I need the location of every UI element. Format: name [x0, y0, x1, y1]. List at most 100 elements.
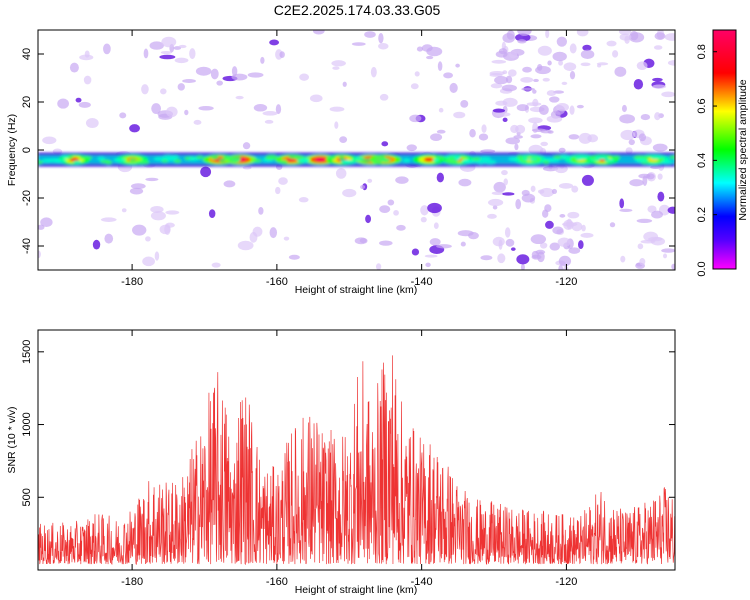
spectrogram-cell [640, 114, 651, 121]
spectrogram-cell [621, 104, 627, 113]
spectrogram-cell [436, 172, 445, 183]
spectrogram-cell [252, 226, 263, 237]
spectrogram-panel: -180 -160 -140 -120 -40 -20 0 20 40 Height of s… [6, 29, 676, 296]
spectrogram-cell [38, 250, 41, 259]
band-speckle [218, 158, 227, 163]
spectrogram-cell [505, 238, 515, 247]
spectrogram-cell [530, 185, 536, 192]
spectrogram-cell [231, 66, 238, 77]
spectrogram-cell [546, 115, 563, 123]
spectrogram-frame [37, 29, 676, 271]
spectrogram-cell [210, 68, 219, 80]
band-speckle [113, 158, 126, 163]
spectrogram-cell [79, 54, 94, 61]
band-speckle [649, 155, 663, 160]
spectrogram-cell [530, 234, 547, 245]
spectrogram-cell [538, 189, 545, 194]
spectrogram-cell [75, 97, 82, 103]
spectrogram-cell [557, 237, 571, 247]
band-speckle [265, 154, 278, 159]
y-tick-label: -20 [21, 190, 33, 206]
spectrogram-cell [351, 42, 366, 46]
spectrogram-cell [436, 129, 446, 134]
band-speckle [463, 159, 475, 164]
spectrogram-cell [495, 50, 508, 58]
snr-x-ticks: -180 -160 -140 -120 [121, 330, 577, 588]
x-tick-label: -180 [121, 276, 143, 288]
spectrogram-cell [520, 263, 525, 270]
band-speckle [381, 158, 390, 163]
spectrogram-cell [141, 84, 149, 95]
colorbar-tick-label: 0.4 [696, 153, 708, 168]
band-speckle [97, 156, 105, 161]
spectrogram-cell [216, 80, 223, 86]
band-speckle [559, 154, 570, 159]
x-tick-label: -180 [121, 576, 143, 588]
spectrogram-cell [393, 210, 399, 216]
spectrogram-cell [129, 124, 140, 133]
spectrogram-cell [537, 45, 552, 56]
spectrogram-cell [495, 112, 511, 117]
spectrogram-cell [619, 114, 636, 124]
spectrogram-cell [494, 76, 509, 85]
spectrogram-cell [652, 143, 668, 152]
spectrogram-cell [396, 224, 406, 231]
spectrogram-cell [515, 124, 526, 134]
spectrogram-cell [498, 239, 503, 250]
band-speckle [476, 160, 486, 165]
spectrogram-cell [614, 66, 627, 77]
spectrogram-cell [298, 197, 309, 203]
spectrogram-cell [549, 242, 560, 251]
band-speckle [508, 157, 518, 162]
spectrogram-cell [416, 46, 424, 52]
spectrogram-cell [569, 70, 576, 80]
spectrogram-cell [184, 109, 189, 116]
spectrogram-cell [379, 93, 389, 101]
spectrogram-cell [409, 114, 422, 123]
spectrogram-cell [40, 217, 53, 227]
spectrogram-cell [160, 50, 173, 55]
spectrogram-cell [556, 36, 568, 47]
spectrogram-cell [145, 236, 151, 242]
spectrogram-cell [531, 128, 547, 132]
spectrogram-cell [533, 78, 539, 83]
spectrogram-x-ticks: -180 -160 -140 -120 [121, 30, 577, 288]
spectrogram-cell [547, 130, 554, 134]
spectrogram-cell [379, 205, 391, 213]
spectrogram-cell [540, 141, 549, 147]
spectrogram-cell [438, 107, 444, 113]
spectrogram-cell [552, 51, 567, 62]
spectrogram-cell [671, 263, 675, 270]
spectrogram-cell [480, 255, 493, 261]
band-peak-inner [315, 157, 326, 162]
spectrogram-cell [38, 224, 45, 230]
spectrogram-cell [504, 227, 511, 238]
band-speckle [326, 156, 337, 161]
spectrogram-cell [360, 185, 366, 190]
spectrogram-cell [580, 232, 594, 238]
spectrogram-cell [92, 239, 101, 250]
spectrogram-cell [331, 60, 346, 67]
spectrogram-cell [661, 91, 675, 98]
spectrogram-cell [503, 178, 508, 186]
snr-panel: -180 -160 -140 -120 500 1000 1500 Height of s… [6, 329, 676, 596]
band-speckle [153, 156, 166, 161]
band-speckle [288, 155, 298, 160]
spectrogram-cell [78, 101, 91, 108]
band-speckle [574, 156, 582, 161]
spectrogram-cell [223, 180, 236, 188]
band-speckle [516, 154, 524, 159]
spectrogram-cell [468, 232, 479, 240]
spectrogram-cell [411, 248, 420, 256]
spectrogram-x-label: Height of straight line (km) [295, 284, 418, 296]
spectrogram-cell [645, 173, 655, 180]
spectrogram-cell [365, 214, 372, 224]
spectrogram-cell [104, 233, 114, 244]
spectrogram-cell [576, 104, 584, 109]
spectrogram-cell [370, 66, 377, 78]
spectrogram-cell [57, 98, 69, 109]
spectrogram-cell [581, 174, 594, 186]
spectrogram-cell [278, 177, 288, 185]
colorbar-frame [712, 29, 737, 270]
spectrogram-cell [247, 72, 264, 78]
